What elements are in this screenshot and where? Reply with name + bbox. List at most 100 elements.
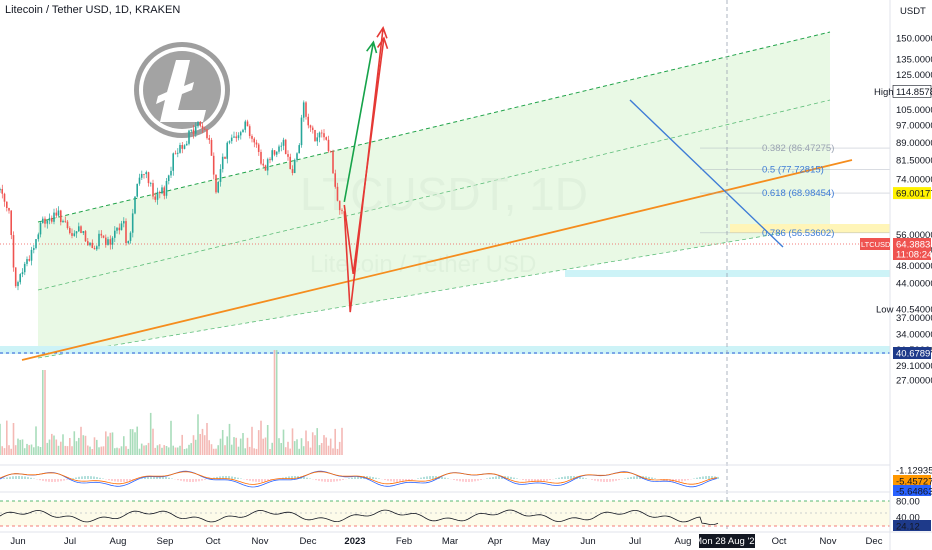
macd-histogram-bar xyxy=(525,479,527,481)
candle-body xyxy=(154,196,156,200)
macd-histogram-bar xyxy=(336,479,338,482)
price-tick-label: 135.00000 xyxy=(896,55,932,66)
macd-histogram-bar xyxy=(48,479,50,482)
price-tick-label: 44.00000 xyxy=(896,278,932,289)
macd-histogram-bar xyxy=(615,479,617,481)
volume-bar xyxy=(298,448,300,455)
volume-bar xyxy=(228,423,231,455)
candle-body xyxy=(212,155,215,175)
volume-bar xyxy=(84,435,87,455)
macd-histogram-bar xyxy=(405,479,407,482)
macd-histogram-bar xyxy=(252,479,254,482)
macd-axis-label: -1.12935 xyxy=(896,466,932,477)
candle-body xyxy=(143,174,145,175)
time-axis-label: Jun xyxy=(10,536,25,547)
macd-histogram-bar xyxy=(306,477,308,479)
candle-body xyxy=(134,196,136,214)
volume-bar xyxy=(98,447,100,455)
channel-mid-line xyxy=(37,99,831,291)
price-tick-label: 125.00000 xyxy=(896,70,932,81)
candle-body xyxy=(71,233,73,236)
macd-histogram-bar xyxy=(27,477,29,479)
candle-body xyxy=(257,144,260,152)
volume-bar xyxy=(149,412,152,455)
volume-bar xyxy=(316,428,318,455)
candle-body xyxy=(244,121,246,130)
macd-histogram-bar xyxy=(468,479,470,482)
volume-bar xyxy=(33,447,35,455)
macd-histogram-bar xyxy=(51,479,53,482)
volume-bar xyxy=(269,449,271,455)
candle-body xyxy=(262,163,264,166)
candle-body xyxy=(116,227,118,231)
macd-histogram-bar xyxy=(141,478,143,479)
candle-body xyxy=(78,226,80,232)
candle-body xyxy=(170,170,172,176)
volume-bar xyxy=(257,430,260,455)
macd-histogram-bar xyxy=(435,476,437,479)
volume-bar xyxy=(48,439,51,455)
candle-body xyxy=(140,174,143,178)
volume-bar xyxy=(134,432,136,455)
macd-histogram-bar xyxy=(609,479,611,482)
volume-bar xyxy=(302,446,305,455)
candle-body xyxy=(114,230,116,238)
macd-histogram-bar xyxy=(486,478,488,479)
volume-bars xyxy=(0,350,343,455)
volume-bar xyxy=(44,370,46,455)
macd-histogram-bar xyxy=(375,477,377,479)
macd-histogram-bar xyxy=(567,476,569,479)
candle-body xyxy=(307,116,309,126)
volume-bar xyxy=(55,439,58,455)
volume-bar xyxy=(251,426,253,455)
volume-bar xyxy=(129,429,132,455)
candle-body xyxy=(287,154,289,157)
candle-body xyxy=(14,267,17,287)
candle-body xyxy=(147,172,150,184)
volume-bar xyxy=(217,445,219,455)
volume-bar xyxy=(123,436,125,455)
macd-histogram-bar xyxy=(21,476,23,479)
macd-histogram-bar xyxy=(498,476,500,479)
crosshair-date-text: Mon 28 Aug '23 xyxy=(694,536,760,547)
volume-bar xyxy=(334,428,336,455)
volume-bar xyxy=(255,448,258,455)
macd-histogram-bar xyxy=(357,476,359,479)
candle-body xyxy=(57,210,60,216)
volume-bar xyxy=(8,445,10,455)
candle-body xyxy=(215,174,217,193)
candle-body xyxy=(46,220,49,224)
macd-histogram-bar xyxy=(135,479,137,480)
volume-bar xyxy=(181,434,183,455)
candle-body xyxy=(39,222,42,235)
macd-histogram-bar xyxy=(201,479,203,481)
candle-body xyxy=(224,156,226,159)
candle-body xyxy=(239,132,242,136)
volume-bar xyxy=(341,427,343,455)
volume-bar xyxy=(116,447,118,455)
candle-body xyxy=(176,152,179,154)
volume-bar xyxy=(239,438,242,455)
macd-histogram-bar xyxy=(396,479,398,482)
candle-body xyxy=(305,102,307,117)
candle-body xyxy=(253,138,255,143)
volume-bar xyxy=(0,423,1,455)
candle-body xyxy=(293,159,296,173)
volume-bar xyxy=(320,443,323,455)
macd-histogram-bar xyxy=(558,477,560,479)
macd-histogram-bar xyxy=(456,479,458,481)
macd-histogram-bar xyxy=(264,479,266,482)
macd-histogram-bar xyxy=(75,477,77,479)
candle-body xyxy=(311,127,314,130)
price-tick-label: 34.00000 xyxy=(896,330,932,341)
price-tick-label: 37.00000 xyxy=(896,313,932,324)
macd-histogram-bar xyxy=(573,476,575,479)
candle-body xyxy=(181,145,183,149)
candle-body xyxy=(266,159,269,171)
volume-bar xyxy=(291,428,294,455)
macd-signal-line xyxy=(0,471,718,485)
volume-bar xyxy=(318,445,321,455)
macd-histogram-bar xyxy=(303,477,305,479)
macd-histogram-bar xyxy=(603,479,605,482)
